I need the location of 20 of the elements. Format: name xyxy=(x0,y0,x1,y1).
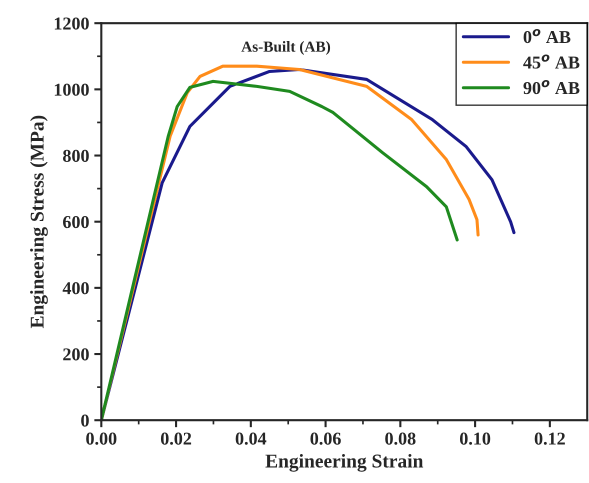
x-tick-label: 0.02 xyxy=(160,432,192,445)
y-axis-title: Engineering Stress (MPa) xyxy=(30,116,48,328)
y-tick-label: 0 xyxy=(81,414,89,427)
y-tick-label: 800 xyxy=(63,150,89,162)
x-tick-label: 0.08 xyxy=(385,432,416,445)
x-tick-label: 0.12 xyxy=(534,432,565,445)
y-tick-label: 600 xyxy=(63,216,89,228)
x-tick-label: 0.10 xyxy=(460,432,490,445)
y-tick-label: 1200 xyxy=(54,17,89,30)
y-tick-label: 400 xyxy=(62,282,89,294)
x-tick-label: 0.00 xyxy=(86,432,116,445)
legend-label: 45$^{o}$ AB xyxy=(523,54,580,69)
x-tick-label: 0.04 xyxy=(236,432,266,445)
y-tick-label: 1000 xyxy=(54,84,89,96)
legend-label: 90$^{o}$ AB xyxy=(523,80,580,94)
x-axis-title: Engineering Strain xyxy=(265,454,424,472)
legend-label: 0$^{o}$ AB xyxy=(524,28,570,44)
x-tick-label: 0.06 xyxy=(310,432,341,445)
text: As-Built (AB) xyxy=(241,41,330,55)
y-tick-label: 200 xyxy=(63,348,89,360)
